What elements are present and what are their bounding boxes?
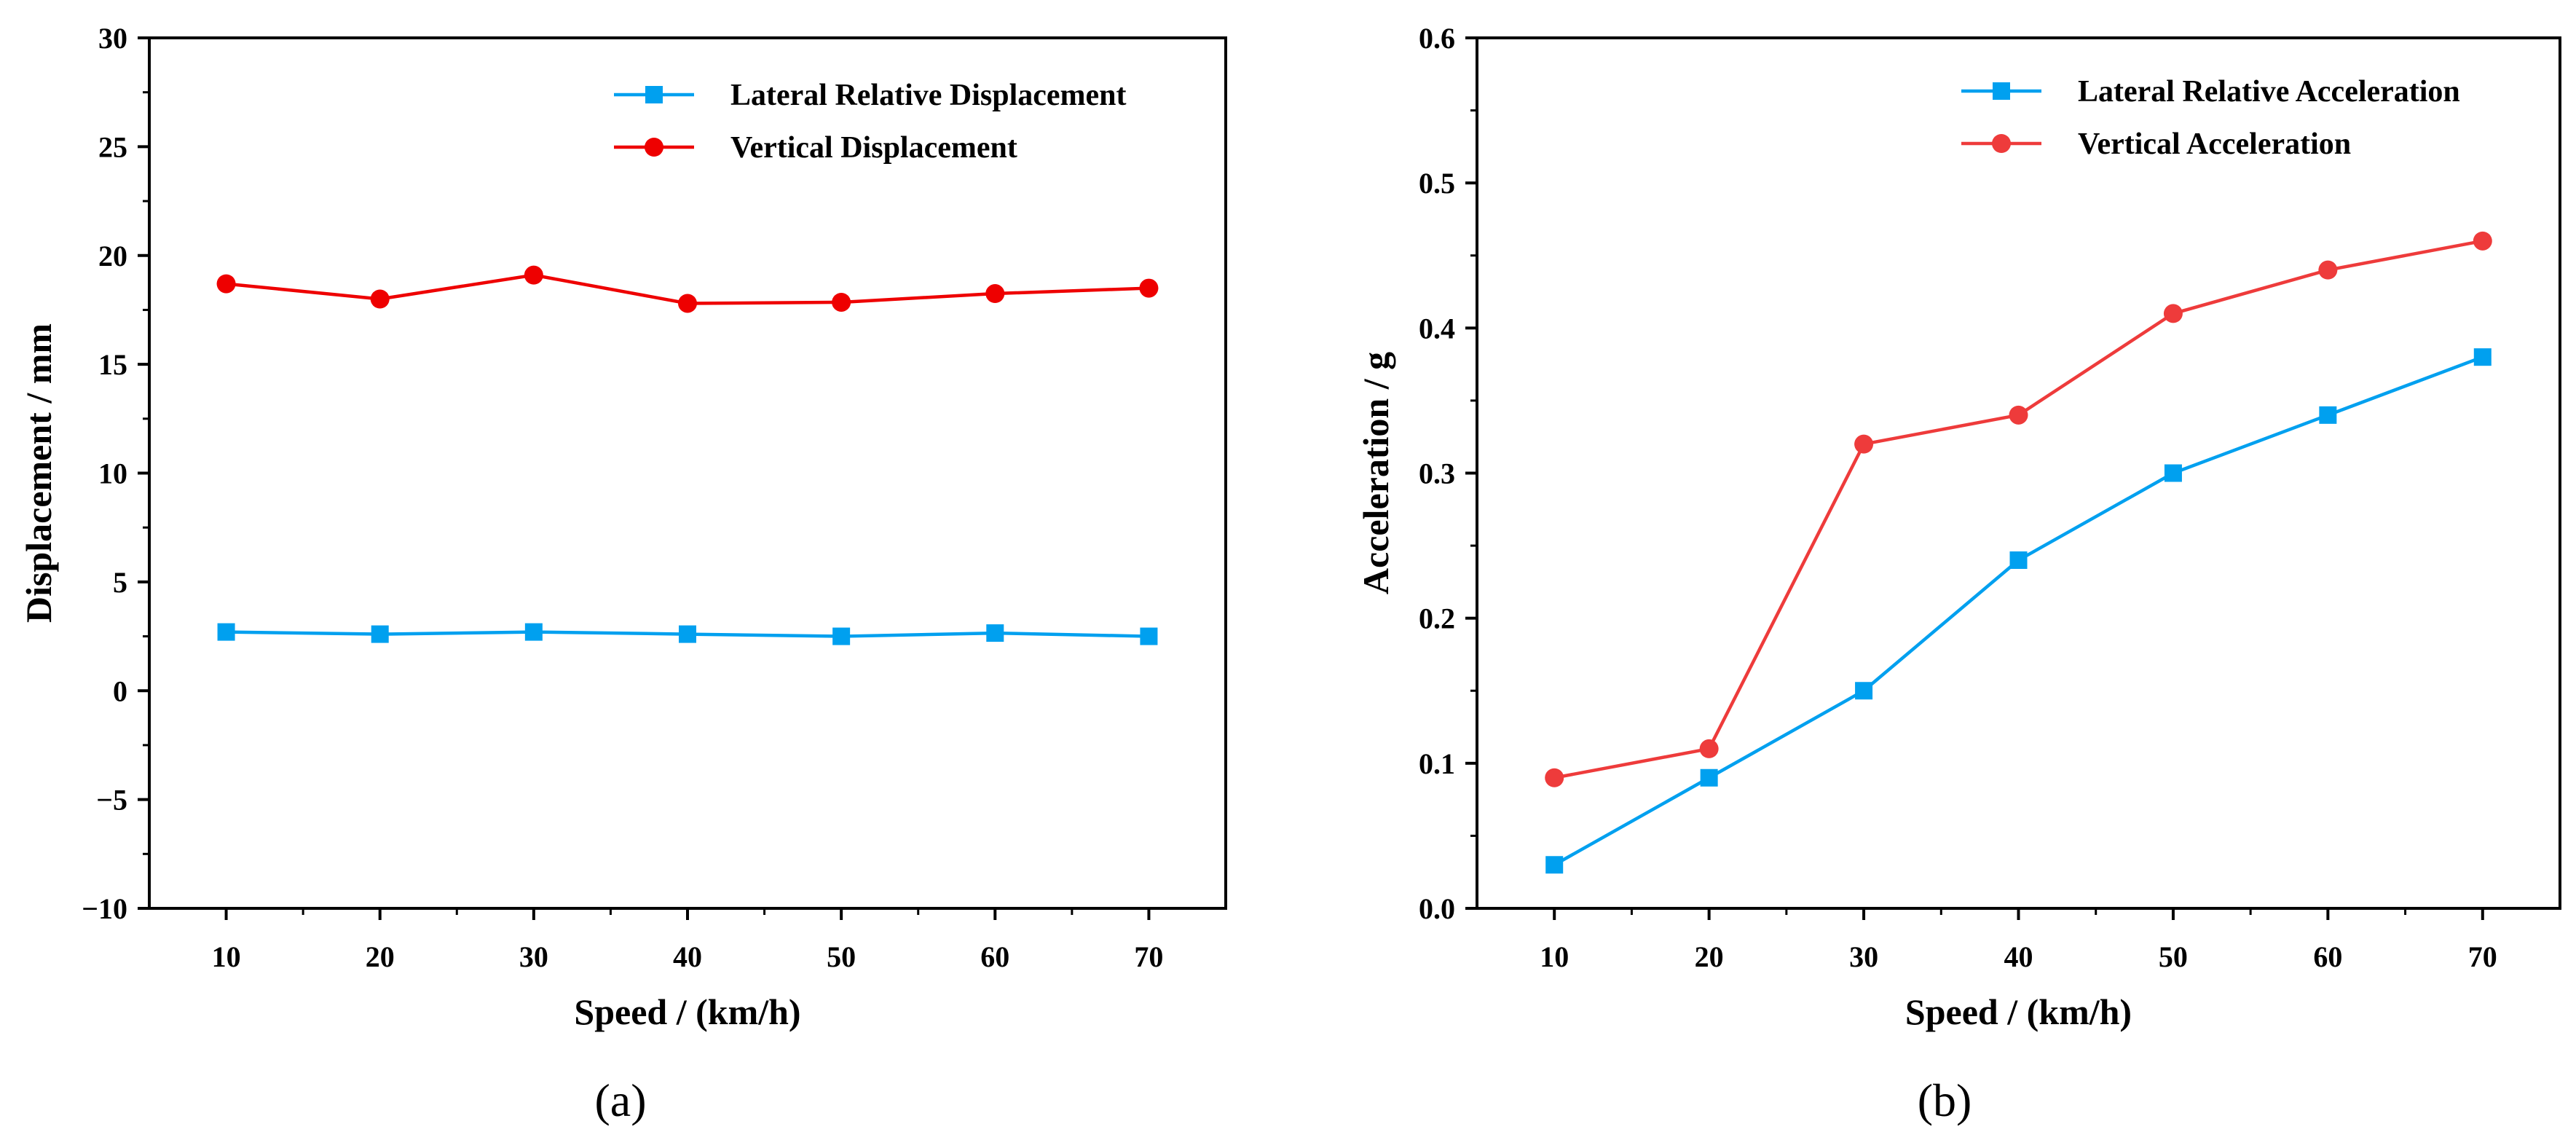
data-point — [986, 624, 1004, 642]
series-lateral — [1545, 348, 2492, 874]
legend-entry: Lateral Relative Acceleration — [1961, 75, 2460, 109]
x-tick-label: 10 — [212, 940, 241, 973]
legend-marker — [1992, 134, 2011, 153]
legend-marker — [645, 86, 663, 103]
y-axis-title: Acceleration / g — [1355, 352, 1396, 594]
panel-label: (b) — [1918, 1074, 1972, 1126]
data-point — [2009, 405, 2028, 425]
series-line — [1553, 355, 2484, 867]
y-axis-title: Displacement / mm — [18, 323, 59, 623]
data-point — [832, 627, 851, 645]
data-point — [2009, 551, 2028, 569]
y-tick-label: 10 — [98, 457, 127, 490]
legend-entry: Vertical Displacement — [614, 131, 1017, 165]
data-point — [1699, 739, 1719, 758]
x-axis-title: Speed / (km/h) — [574, 991, 800, 1032]
data-point — [216, 274, 236, 294]
y-tick-label: 25 — [98, 130, 127, 163]
data-point — [2318, 260, 2338, 280]
data-point — [2164, 464, 2182, 482]
data-point — [371, 625, 389, 643]
y-tick-label: 0.0 — [1419, 892, 1455, 925]
series-lateral — [217, 623, 1158, 645]
y-tick-label: 0 — [113, 675, 127, 707]
y-tick-label: 0.5 — [1419, 167, 1455, 200]
legend-label: Vertical Displacement — [730, 131, 1017, 165]
data-point — [2473, 231, 2492, 251]
x-tick-label: 40 — [2004, 940, 2033, 973]
legend-label: Lateral Relative Acceleration — [2078, 75, 2460, 109]
y-tick-label: 0.4 — [1419, 312, 1455, 345]
y-tick-label: 0.3 — [1419, 457, 1455, 490]
chart-panel-b: 10 20 30 40 50 60 70 0.0 0.1 0.2 0.3 0.4 0.5 0.6 Speed… — [1355, 22, 2561, 1126]
legend-marker — [645, 138, 663, 157]
y-tick-label: 5 — [113, 566, 127, 599]
chart-panel-a: 10 20 30 40 50 60 70 −10 −5 0 5 10 15 20 25 30 Speed / (… — [18, 22, 1227, 1126]
x-tick-label: 20 — [1695, 940, 1724, 973]
y-tick-label: −5 — [96, 784, 127, 817]
legend-entry: Lateral Relative Displacement — [614, 79, 1127, 112]
y-tick-label: 0.1 — [1419, 747, 1455, 780]
x-tick-label: 40 — [673, 940, 702, 973]
y-tick-label: 15 — [98, 348, 127, 381]
data-point — [217, 623, 235, 641]
x-tick-label: 30 — [1849, 940, 1878, 973]
plot-frame — [1476, 36, 2561, 910]
plot-frame — [148, 36, 1227, 910]
data-point — [524, 265, 543, 285]
y-tick-label: 30 — [98, 22, 127, 55]
x-axis-title: Speed / (km/h) — [1905, 991, 2132, 1032]
data-point — [1854, 434, 1874, 454]
series-vertical — [216, 265, 1159, 313]
x-tick-label: 50 — [2159, 940, 2188, 973]
y-tick-label: 0.2 — [1419, 602, 1455, 635]
x-tick-label: 30 — [519, 940, 548, 973]
data-point — [1140, 627, 1158, 645]
data-point — [1139, 278, 1159, 298]
y-tick-label: −10 — [82, 892, 127, 925]
legend-marker — [1993, 82, 2010, 100]
data-point — [2319, 406, 2337, 424]
x-tick-label: 60 — [980, 940, 1009, 973]
legend-label: Lateral Relative Displacement — [730, 79, 1127, 112]
x-tick-label: 70 — [1134, 940, 1163, 973]
x-tick-label: 10 — [1540, 940, 1569, 973]
data-point — [370, 289, 390, 309]
series-vertical — [1545, 231, 2492, 787]
data-point — [2163, 304, 2183, 323]
series-line — [1553, 239, 2484, 779]
data-point — [679, 625, 696, 643]
data-point — [678, 294, 697, 313]
panel-label: (a) — [594, 1074, 646, 1126]
data-point — [1545, 768, 1564, 787]
data-point — [1545, 856, 1564, 874]
x-tick-label: 20 — [366, 940, 395, 973]
y-tick-label: 20 — [98, 240, 127, 272]
legend-entry: Vertical Acceleration — [1961, 127, 2351, 161]
data-point — [832, 292, 851, 312]
data-point — [1700, 768, 1718, 787]
data-point — [985, 284, 1005, 304]
legend-label: Vertical Acceleration — [2078, 127, 2351, 161]
data-point — [2473, 348, 2492, 366]
data-point — [524, 623, 543, 641]
data-point — [1855, 682, 1873, 700]
x-tick-label: 60 — [2313, 940, 2342, 973]
x-tick-label: 50 — [827, 940, 856, 973]
y-tick-label: 0.6 — [1419, 22, 1455, 55]
x-tick-label: 70 — [2468, 940, 2497, 973]
